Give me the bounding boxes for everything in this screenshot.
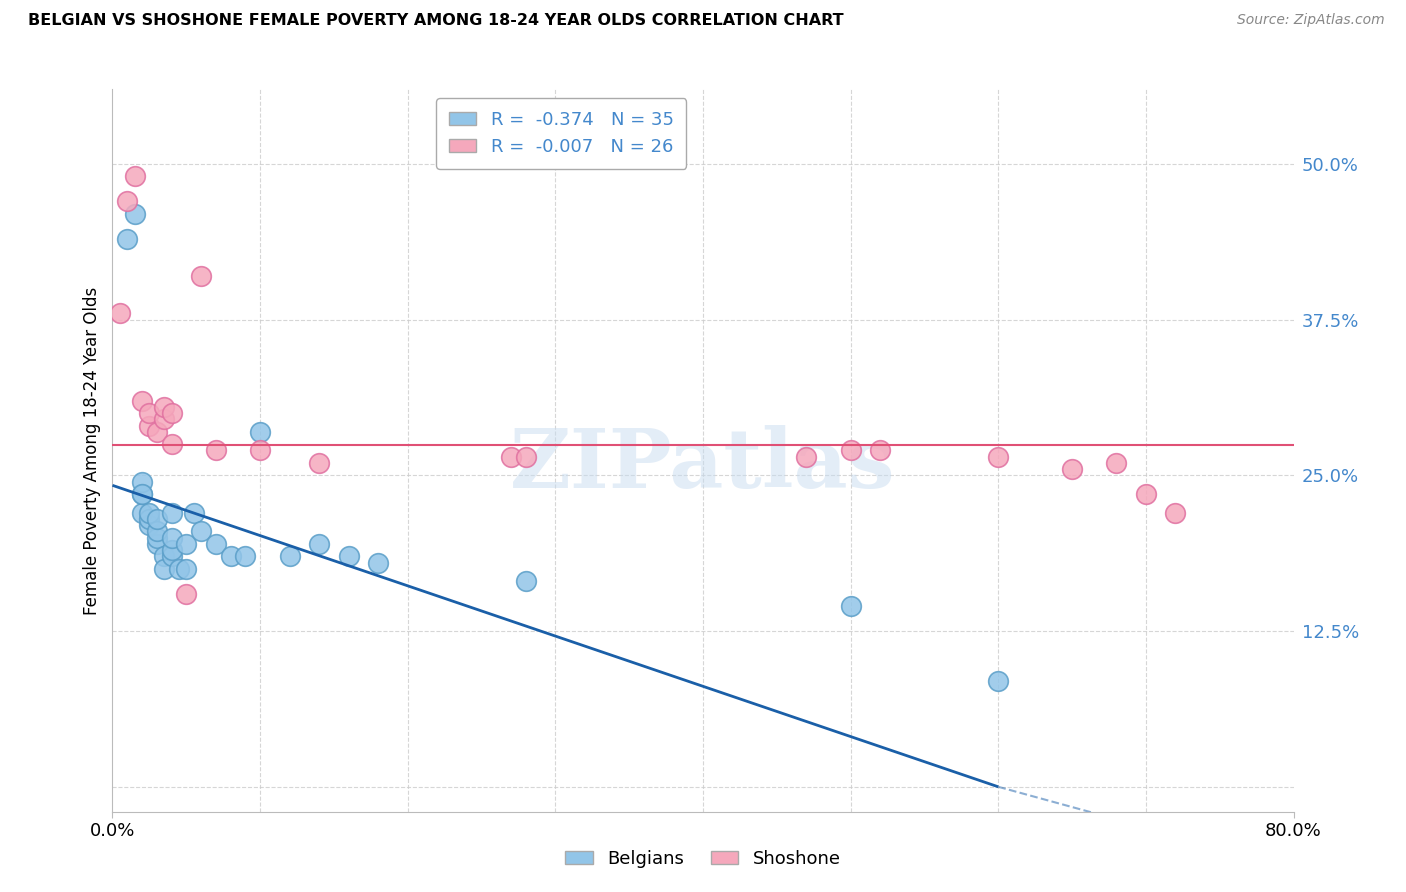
Text: Source: ZipAtlas.com: Source: ZipAtlas.com bbox=[1237, 13, 1385, 28]
Point bbox=[1105, 456, 1128, 470]
Point bbox=[278, 549, 301, 564]
Point bbox=[153, 400, 176, 414]
Point bbox=[160, 506, 183, 520]
Point bbox=[160, 437, 183, 451]
Point bbox=[153, 562, 176, 576]
Point bbox=[117, 232, 138, 246]
Point bbox=[138, 406, 160, 420]
Point bbox=[138, 506, 160, 520]
Point bbox=[146, 537, 169, 551]
Legend: Belgians, Shoshone: Belgians, Shoshone bbox=[558, 843, 848, 875]
Point bbox=[146, 531, 169, 545]
Point bbox=[160, 406, 183, 420]
Point bbox=[108, 306, 131, 320]
Point bbox=[987, 450, 1010, 464]
Point bbox=[839, 443, 862, 458]
Point bbox=[146, 524, 169, 539]
Point bbox=[138, 518, 160, 533]
Point bbox=[796, 450, 818, 464]
Point bbox=[124, 207, 146, 221]
Point bbox=[308, 537, 330, 551]
Y-axis label: Female Poverty Among 18-24 Year Olds: Female Poverty Among 18-24 Year Olds bbox=[83, 286, 101, 615]
Point bbox=[190, 524, 212, 539]
Point bbox=[515, 450, 537, 464]
Point bbox=[131, 393, 153, 408]
Text: BELGIAN VS SHOSHONE FEMALE POVERTY AMONG 18-24 YEAR OLDS CORRELATION CHART: BELGIAN VS SHOSHONE FEMALE POVERTY AMONG… bbox=[28, 13, 844, 29]
Point bbox=[249, 443, 271, 458]
Point bbox=[131, 506, 153, 520]
Point bbox=[160, 549, 183, 564]
Point bbox=[174, 562, 197, 576]
Point bbox=[138, 512, 160, 526]
Point bbox=[153, 549, 176, 564]
Point bbox=[367, 556, 389, 570]
Point bbox=[190, 268, 212, 283]
Point bbox=[1135, 487, 1157, 501]
Point bbox=[869, 443, 891, 458]
Text: ZIPatlas: ZIPatlas bbox=[510, 425, 896, 505]
Point bbox=[160, 543, 183, 558]
Point bbox=[138, 418, 160, 433]
Point bbox=[183, 506, 205, 520]
Point bbox=[308, 456, 330, 470]
Point bbox=[205, 537, 228, 551]
Point bbox=[117, 194, 138, 209]
Point bbox=[987, 673, 1010, 688]
Point bbox=[131, 487, 153, 501]
Point bbox=[249, 425, 271, 439]
Point bbox=[131, 487, 153, 501]
Point bbox=[131, 475, 153, 489]
Point bbox=[124, 169, 146, 184]
Point bbox=[839, 599, 862, 614]
Point bbox=[233, 549, 256, 564]
Point bbox=[501, 450, 523, 464]
Point bbox=[1062, 462, 1084, 476]
Point bbox=[174, 587, 197, 601]
Point bbox=[167, 562, 190, 576]
Point bbox=[205, 443, 228, 458]
Point bbox=[146, 425, 169, 439]
Point bbox=[153, 412, 176, 426]
Point bbox=[174, 537, 197, 551]
Point bbox=[160, 531, 183, 545]
Point bbox=[219, 549, 242, 564]
Point bbox=[337, 549, 360, 564]
Point bbox=[1164, 506, 1187, 520]
Point bbox=[515, 574, 537, 589]
Point bbox=[146, 512, 169, 526]
